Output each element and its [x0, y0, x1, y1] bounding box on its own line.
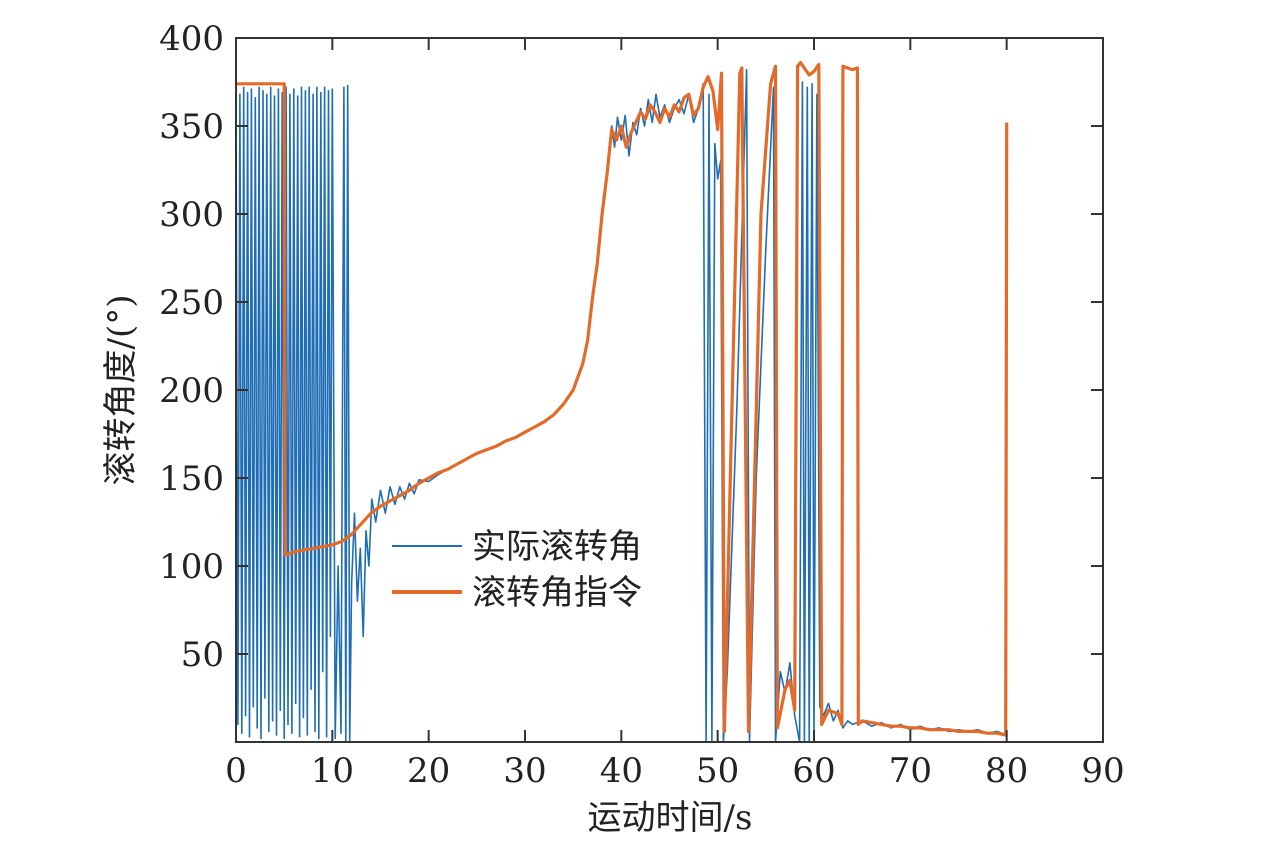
- y-tick-label: 400: [159, 19, 224, 59]
- x-tick-label: 30: [503, 751, 546, 791]
- x-tick-label: 90: [1081, 751, 1124, 791]
- x-tick-label: 40: [600, 751, 643, 791]
- x-tick-label: 70: [889, 751, 932, 791]
- x-axis: 0 10 20 30 40 50 60 70 80 90: [225, 38, 1125, 791]
- x-tick-label: 0: [225, 751, 247, 791]
- y-tick-label: 200: [159, 371, 224, 411]
- legend-label-actual-roll: 实际滚转角: [472, 527, 642, 567]
- series-line-roll-command: [236, 61, 1009, 737]
- x-tick-label: 60: [792, 751, 835, 791]
- series-group: [236, 61, 1009, 742]
- x-tick-label: 80: [985, 751, 1028, 791]
- legend: 实际滚转角 滚转角指令: [392, 527, 642, 613]
- y-tick-label: 300: [159, 195, 224, 235]
- x-tick-label: 10: [311, 751, 354, 791]
- y-tick-label: 150: [159, 459, 224, 499]
- x-axis-title: 运动时间/s: [588, 798, 753, 838]
- legend-label-roll-command: 滚转角指令: [472, 573, 642, 613]
- y-tick-label: 100: [159, 547, 224, 587]
- y-axis: 50 100 150 200 250 300 350 400: [159, 19, 1103, 675]
- y-tick-label: 50: [181, 635, 224, 675]
- y-axis-title: 滚转角度/(°): [101, 295, 141, 486]
- x-tick-label: 50: [696, 751, 739, 791]
- y-tick-label: 250: [159, 283, 224, 323]
- x-tick-label: 20: [407, 751, 450, 791]
- y-tick-label: 350: [159, 107, 224, 147]
